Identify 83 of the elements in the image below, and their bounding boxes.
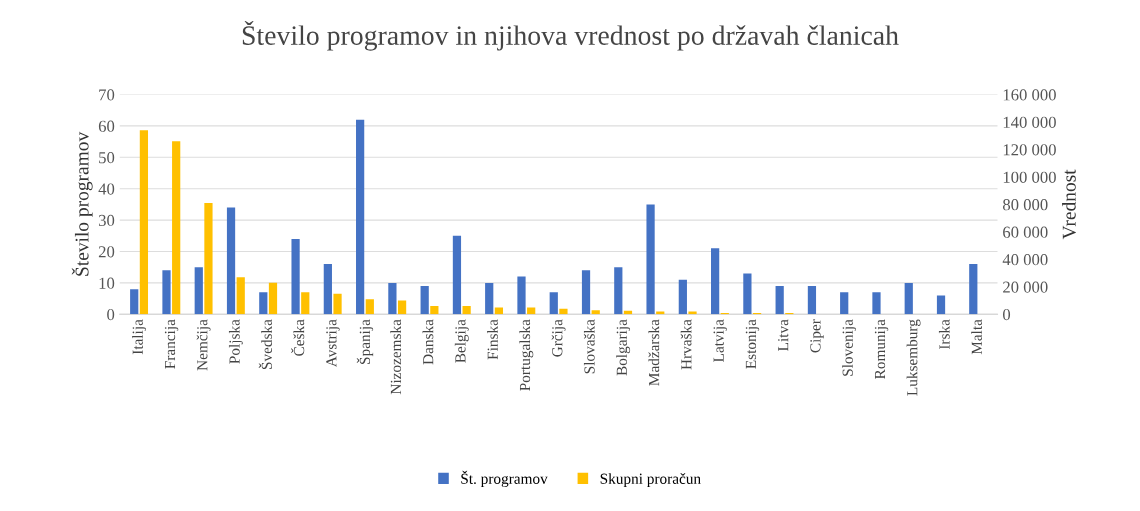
y2-tick-label: 140 000: [1003, 116, 1056, 128]
y2-tick-label: 60 000: [1003, 226, 1048, 238]
y2-tick-label: 0: [1003, 308, 1011, 321]
x-tick-label: Grčija: [551, 319, 566, 357]
x-tick-label: Hrvaška: [680, 319, 692, 370]
bar: [936, 295, 946, 315]
bar: [646, 204, 655, 315]
x-tick-label: Bolgarija: [616, 319, 631, 376]
x-tick-label: Nizozemska: [390, 319, 402, 395]
x-tick-label: Estonija: [745, 319, 760, 369]
bar: [162, 270, 171, 315]
x-tick-label: Švedska: [258, 319, 272, 370]
x-tick-label: Danska: [422, 319, 434, 365]
x-tick-label: Nemčija: [196, 319, 211, 371]
x-tick-label: Litva: [778, 319, 789, 351]
x-tick-label: Latvija: [713, 319, 727, 362]
chart-title: Število programov in njihova vrednost po državah članicah: [242, 20, 899, 51]
bar: [139, 130, 149, 315]
bar: [172, 141, 181, 315]
x-tick-label: Španija: [356, 319, 374, 364]
y2-tick-label: 120 000: [1003, 144, 1056, 156]
x-tick-label: Finska: [487, 319, 498, 360]
bar: [743, 273, 752, 315]
bar: [494, 307, 504, 315]
y-tick-label: 0: [107, 308, 115, 321]
bar: [775, 286, 784, 315]
x-tick-label: Malta: [971, 319, 982, 355]
bar: [581, 270, 591, 315]
bar: [226, 207, 236, 315]
bar: [462, 306, 471, 315]
y-tick-label: 40: [98, 183, 115, 195]
x-tick-label: Češka: [291, 319, 305, 356]
y2-tick-label: 160 000: [1003, 89, 1056, 101]
y-axis-title: Število programov: [71, 131, 93, 276]
bar: [204, 203, 213, 315]
y2-tick-label: 100 000: [1003, 171, 1056, 183]
bar: [365, 299, 374, 315]
legend-label: Št. programov: [461, 470, 548, 488]
y-tick-label: 50: [99, 152, 115, 164]
x-tick-label: Italija: [132, 319, 146, 355]
x-tick-label: Luksemburg: [906, 319, 921, 396]
bar: [904, 282, 913, 315]
x-tick-label: Poljska: [228, 319, 243, 364]
bar: [969, 264, 978, 315]
bar: [452, 235, 462, 315]
y-tick-label: 70: [99, 89, 115, 101]
x-tick-label: Francija: [164, 319, 179, 369]
bar: [420, 286, 429, 315]
legend-label: Skupni proračun: [600, 473, 701, 487]
x-tick-label: Ciper: [810, 319, 824, 353]
bar: [301, 292, 310, 315]
bar: [678, 279, 687, 315]
y-tick-label: 30: [98, 214, 115, 227]
bar: [485, 282, 494, 315]
bar: [527, 307, 536, 315]
bar: [356, 119, 365, 315]
bar: [711, 248, 720, 315]
y2-tick-label: 40 000: [1002, 254, 1048, 266]
bar: [840, 292, 849, 315]
bar: [388, 282, 397, 315]
x-tick-label: Slovenija: [842, 319, 856, 376]
bar: [130, 289, 139, 315]
bar: [323, 264, 332, 315]
x-tick-label: Avstrija: [326, 319, 340, 368]
y2-tick-label: 20 000: [1003, 281, 1048, 293]
y2-tick-label: 80 000: [1003, 199, 1048, 211]
bar: [872, 292, 881, 315]
bar: [807, 286, 817, 315]
bar: [291, 238, 300, 315]
y-tick-label: 20: [98, 246, 115, 258]
x-tick-label: Belgija: [454, 319, 469, 363]
x-tick-label: Portugalska: [519, 319, 534, 391]
bar: [614, 267, 623, 315]
x-tick-label: Romunija: [874, 319, 889, 379]
y-tick-label: 10: [99, 277, 115, 289]
x-tick-label: Madžarska: [648, 319, 660, 386]
y-tick-label: 60: [98, 120, 115, 132]
x-tick-label: Irska: [938, 319, 950, 350]
bar: [549, 292, 558, 315]
y2-axis-title: Vrednost: [1062, 169, 1076, 240]
bar: [517, 276, 526, 315]
bar: [591, 310, 600, 315]
x-tick-label: Slovaška: [583, 319, 595, 374]
